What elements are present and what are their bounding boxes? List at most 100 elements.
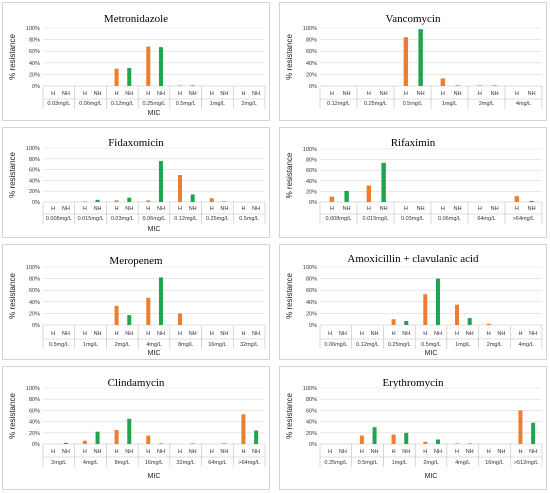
bar-sublabel: H <box>330 91 334 97</box>
x-axis-label: MIC <box>148 350 161 357</box>
bar-sublabel: NH <box>220 331 228 337</box>
y-tick-label: 80% <box>306 397 317 403</box>
bar-h-0-015mg-l <box>366 185 372 202</box>
x-category-label: 0.06mg/L <box>438 216 461 222</box>
bar-sublabel: NH <box>94 91 102 97</box>
chart-panel-amoxicillin-clavulanic-acid: Amoxicillin + clavulanic acid % resistanc… <box>279 244 547 360</box>
bar-nh-16mg-l <box>158 443 163 444</box>
chart-title: Amoxicillin + clavulanic acid <box>347 253 479 265</box>
bar-sublabel: NH <box>343 91 351 97</box>
chart-title: Meropenem <box>109 255 163 267</box>
x-category-label: 8mg/L <box>178 342 193 348</box>
bar-h-2mg-l <box>114 305 119 325</box>
x-category-label: 1mg/L <box>442 101 457 107</box>
bar-sublabel: NH <box>454 206 462 212</box>
chart-title: Rifaximin <box>391 137 436 149</box>
bar-sublabel: NH <box>434 449 442 455</box>
y-tick-label: 80% <box>306 277 317 283</box>
bar-nh-0-25mg-l <box>158 47 163 86</box>
x-category-label: >64mg/L <box>513 216 535 222</box>
bar-sublabel: H <box>83 91 87 97</box>
bar-h-0-03mg-l <box>114 200 119 202</box>
bar-nh-4mg-l <box>158 277 163 325</box>
y-tick-label: 80% <box>29 397 40 403</box>
x-category-label: 16mg/L <box>485 460 503 466</box>
y-tick-label: 40% <box>29 300 40 306</box>
bar-nh-0-12mg-l <box>190 194 195 202</box>
y-axis-label: % resistance <box>8 152 17 198</box>
bar-sublabel: H <box>441 91 445 97</box>
bar-sublabel: NH <box>94 206 102 212</box>
y-axis-label: % resistance <box>285 393 294 439</box>
chart-svg: Vancomycin % resistance 0% 20% 40% 60% 80% 100%… <box>285 13 543 109</box>
bar-sublabel: NH <box>339 331 347 337</box>
bar-h-64mg-l <box>241 414 246 444</box>
y-tick-label: 100% <box>26 146 40 152</box>
bar-nh-4mg-l <box>467 443 472 444</box>
x-axis-label: MIC <box>148 473 161 480</box>
x-category-label: 1mg/L <box>455 342 470 348</box>
x-axis-label: MIC <box>425 473 438 480</box>
bar-sublabel: NH <box>252 206 260 212</box>
bar-sublabel: H <box>115 331 119 337</box>
y-tick-label: 20% <box>306 311 317 317</box>
bar-sublabel: H <box>518 331 522 337</box>
bar-h-4mg-l <box>455 443 460 444</box>
chart-svg: Erythromycin % resistance 0% 20% 40% 60% 80% 10… <box>285 377 543 480</box>
x-category-label: 0.03mg/L <box>47 101 70 107</box>
chart-panel-rifaximin: Rifaximin % resistance 0% 20% 40% 60% 80% 100% H… <box>279 127 547 238</box>
bar-sublabel: NH <box>189 206 197 212</box>
bar-h-2mg-l <box>477 85 483 86</box>
chart-svg: Rifaximin % resistance 0% 20% 40% 60% 80% 100% H… <box>285 137 543 224</box>
bar-sublabel: H <box>367 91 371 97</box>
y-tick-label: 60% <box>306 288 317 294</box>
x-category-label: 8mg/L <box>115 460 130 466</box>
chart-title: Metronidazole <box>104 13 168 25</box>
bar-sublabel: NH <box>252 91 260 97</box>
bar-nh-0-12mg-l <box>127 68 132 86</box>
bar-nh-0-25mg-l <box>404 320 409 325</box>
bar-sublabel: H <box>210 331 214 337</box>
bar-sublabel: NH <box>491 91 499 97</box>
bar-nh-4mg-l <box>95 431 100 444</box>
bar-sublabel: H <box>392 331 396 337</box>
bar-nh-1mg-l <box>455 85 460 86</box>
x-category-label: 2mg/L <box>479 101 494 107</box>
bar-nh-0-06mg-l <box>158 160 163 202</box>
bar-h-0-015mg-l <box>82 201 87 202</box>
y-tick-label: 0% <box>309 323 317 329</box>
bar-h-0-5mg-l <box>359 435 364 444</box>
bar-h-64mg-l <box>514 196 520 202</box>
chart-svg: Clindamycin % resistance 0% 20% 40% 60% 80% 100… <box>8 377 266 480</box>
y-tick-label: 40% <box>306 420 317 426</box>
bar-sublabel: H <box>83 449 87 455</box>
bar-sublabel: H <box>210 449 214 455</box>
y-tick-label: 100% <box>26 265 40 271</box>
bar-h-0-5mg-l <box>423 294 428 325</box>
y-tick-label: 0% <box>309 200 317 206</box>
bar-sublabel: H <box>146 206 150 212</box>
y-tick-label: 80% <box>29 38 40 44</box>
bar-sublabel: NH <box>454 91 462 97</box>
bar-sublabel: H <box>241 91 245 97</box>
y-tick-label: 0% <box>32 84 40 90</box>
x-category-label: 0.25mg/L <box>206 216 229 222</box>
chart-title: Vancomycin <box>386 13 441 25</box>
x-category-label: 2mg/L <box>423 460 438 466</box>
bar-sublabel: NH <box>371 449 379 455</box>
y-axis-label: % resistance <box>8 393 17 439</box>
bar-sublabel: H <box>515 91 519 97</box>
bar-sublabel: NH <box>220 449 228 455</box>
bar-sublabel: H <box>455 331 459 337</box>
x-category-label: 2mg/L <box>115 342 130 348</box>
bar-nh-0-5mg-l <box>435 278 440 325</box>
bar-sublabel: H <box>146 91 150 97</box>
y-axis-label: % resistance <box>8 273 17 319</box>
x-category-label: 32mg/L <box>240 342 258 348</box>
bar-sublabel: NH <box>339 449 347 455</box>
y-tick-label: 0% <box>309 442 317 448</box>
bar-h-4mg-l <box>146 297 151 325</box>
bar-sublabel: H <box>518 449 522 455</box>
chart-panel-meropenem: Meropenem % resistance 0% 20% 40% 60% 80% 100% H… <box>2 244 270 360</box>
bar-nh-8mg-l <box>127 418 132 444</box>
